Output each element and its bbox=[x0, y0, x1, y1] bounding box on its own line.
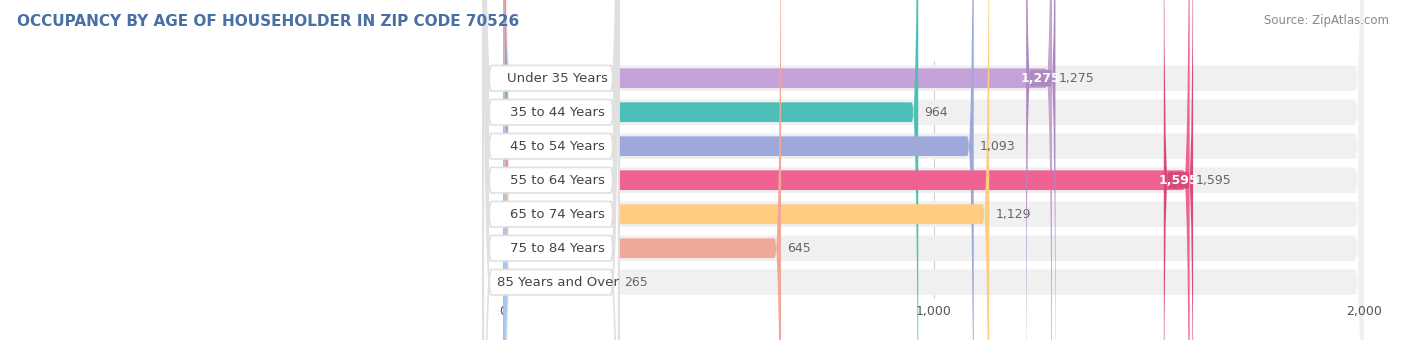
Text: 1,275: 1,275 bbox=[1021, 72, 1060, 85]
Text: 45 to 54 Years: 45 to 54 Years bbox=[510, 140, 605, 153]
Text: 1,093: 1,093 bbox=[980, 140, 1015, 153]
Text: 75 to 84 Years: 75 to 84 Years bbox=[510, 242, 605, 255]
FancyBboxPatch shape bbox=[484, 0, 619, 340]
Text: 85 Years and Over: 85 Years and Over bbox=[496, 276, 619, 289]
Text: 1,275: 1,275 bbox=[1059, 72, 1094, 85]
FancyBboxPatch shape bbox=[503, 0, 1189, 340]
FancyBboxPatch shape bbox=[503, 0, 617, 340]
Text: OCCUPANCY BY AGE OF HOUSEHOLDER IN ZIP CODE 70526: OCCUPANCY BY AGE OF HOUSEHOLDER IN ZIP C… bbox=[17, 14, 519, 29]
FancyBboxPatch shape bbox=[484, 0, 619, 340]
Text: 55 to 64 Years: 55 to 64 Years bbox=[510, 174, 605, 187]
FancyBboxPatch shape bbox=[503, 0, 1364, 340]
Text: Under 35 Years: Under 35 Years bbox=[508, 72, 609, 85]
FancyBboxPatch shape bbox=[503, 0, 974, 340]
Text: 1,595: 1,595 bbox=[1159, 174, 1198, 187]
Text: 35 to 44 Years: 35 to 44 Years bbox=[510, 106, 605, 119]
FancyBboxPatch shape bbox=[503, 0, 1364, 340]
FancyBboxPatch shape bbox=[1164, 0, 1194, 340]
FancyBboxPatch shape bbox=[503, 0, 918, 340]
Text: 1,595: 1,595 bbox=[1197, 174, 1232, 187]
Text: 645: 645 bbox=[787, 242, 811, 255]
FancyBboxPatch shape bbox=[484, 0, 619, 340]
FancyBboxPatch shape bbox=[484, 0, 619, 340]
FancyBboxPatch shape bbox=[503, 0, 1364, 340]
FancyBboxPatch shape bbox=[503, 0, 1364, 340]
Text: 65 to 74 Years: 65 to 74 Years bbox=[510, 208, 605, 221]
Text: 265: 265 bbox=[624, 276, 648, 289]
FancyBboxPatch shape bbox=[503, 0, 780, 340]
FancyBboxPatch shape bbox=[484, 0, 619, 340]
Text: Source: ZipAtlas.com: Source: ZipAtlas.com bbox=[1264, 14, 1389, 27]
FancyBboxPatch shape bbox=[503, 0, 990, 340]
Text: 1,129: 1,129 bbox=[995, 208, 1031, 221]
FancyBboxPatch shape bbox=[503, 0, 1364, 340]
FancyBboxPatch shape bbox=[1026, 0, 1056, 340]
FancyBboxPatch shape bbox=[484, 0, 619, 340]
FancyBboxPatch shape bbox=[503, 0, 1052, 340]
FancyBboxPatch shape bbox=[484, 0, 619, 340]
FancyBboxPatch shape bbox=[503, 0, 1364, 340]
FancyBboxPatch shape bbox=[503, 0, 1364, 340]
Text: 964: 964 bbox=[925, 106, 948, 119]
